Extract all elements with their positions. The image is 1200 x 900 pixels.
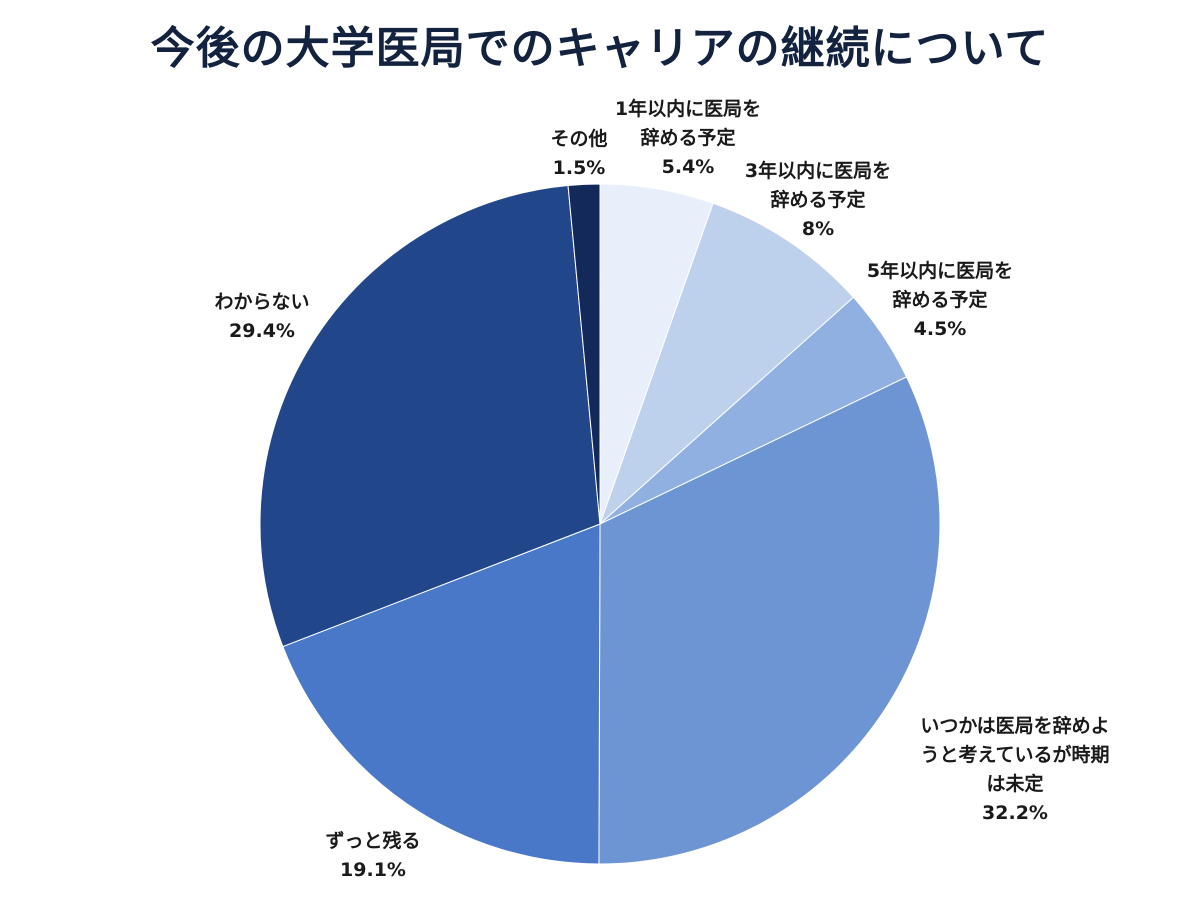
slice-label-text: 辞める予定 bbox=[770, 189, 866, 211]
slice-label-text: 辞める予定 bbox=[892, 289, 988, 311]
slice-value: 8% bbox=[801, 218, 835, 240]
slice-label-text: 1年以内に医局を bbox=[614, 98, 762, 120]
slice-label-text: いつかは医局を辞めよ bbox=[920, 715, 1110, 737]
slice-label-text: は未定 bbox=[986, 773, 1044, 795]
slice-label-text: うと考えているが時期 bbox=[920, 744, 1110, 766]
slice-label-text: 3年以内に医局を bbox=[744, 160, 892, 182]
pie-slice bbox=[567, 183, 601, 525]
slice-label-text: ずっと残る bbox=[325, 830, 421, 852]
slice-value: 5.4% bbox=[661, 156, 715, 178]
slice-label: わからない 29.4% bbox=[214, 288, 309, 346]
slice-label: ずっと残る 19.1% bbox=[325, 827, 420, 885]
pie-slice bbox=[598, 376, 941, 865]
pie-slice bbox=[259, 184, 601, 648]
pie-slice bbox=[599, 202, 855, 525]
slice-label-text: わからない bbox=[214, 291, 310, 313]
slice-label: 1年以内に医局を 辞める予定 5.4% bbox=[615, 95, 761, 182]
pie-slice bbox=[282, 523, 601, 865]
slice-label: 5年以内に医局を 辞める予定 4.5% bbox=[867, 257, 1013, 344]
slice-label: 3年以内に医局を 辞める予定 8% bbox=[745, 157, 891, 244]
slice-label: いつかは医局を辞めよ うと考えているが時期 は未定 32.2% bbox=[920, 712, 1109, 828]
slice-value: 19.1% bbox=[340, 859, 406, 881]
slice-value: 29.4% bbox=[229, 320, 295, 342]
slice-value: 4.5% bbox=[913, 318, 967, 340]
slice-label-text: その他 bbox=[550, 128, 608, 150]
slice-value: 32.2% bbox=[982, 802, 1048, 824]
slice-label: その他 1.5% bbox=[550, 125, 607, 183]
slice-value: 1.5% bbox=[552, 157, 606, 179]
slice-label-text: 辞める予定 bbox=[640, 127, 736, 149]
slice-label-text: 5年以内に医局を bbox=[866, 260, 1014, 282]
chart-title: 今後の大学医局でのキャリアの継続について bbox=[150, 23, 1050, 74]
